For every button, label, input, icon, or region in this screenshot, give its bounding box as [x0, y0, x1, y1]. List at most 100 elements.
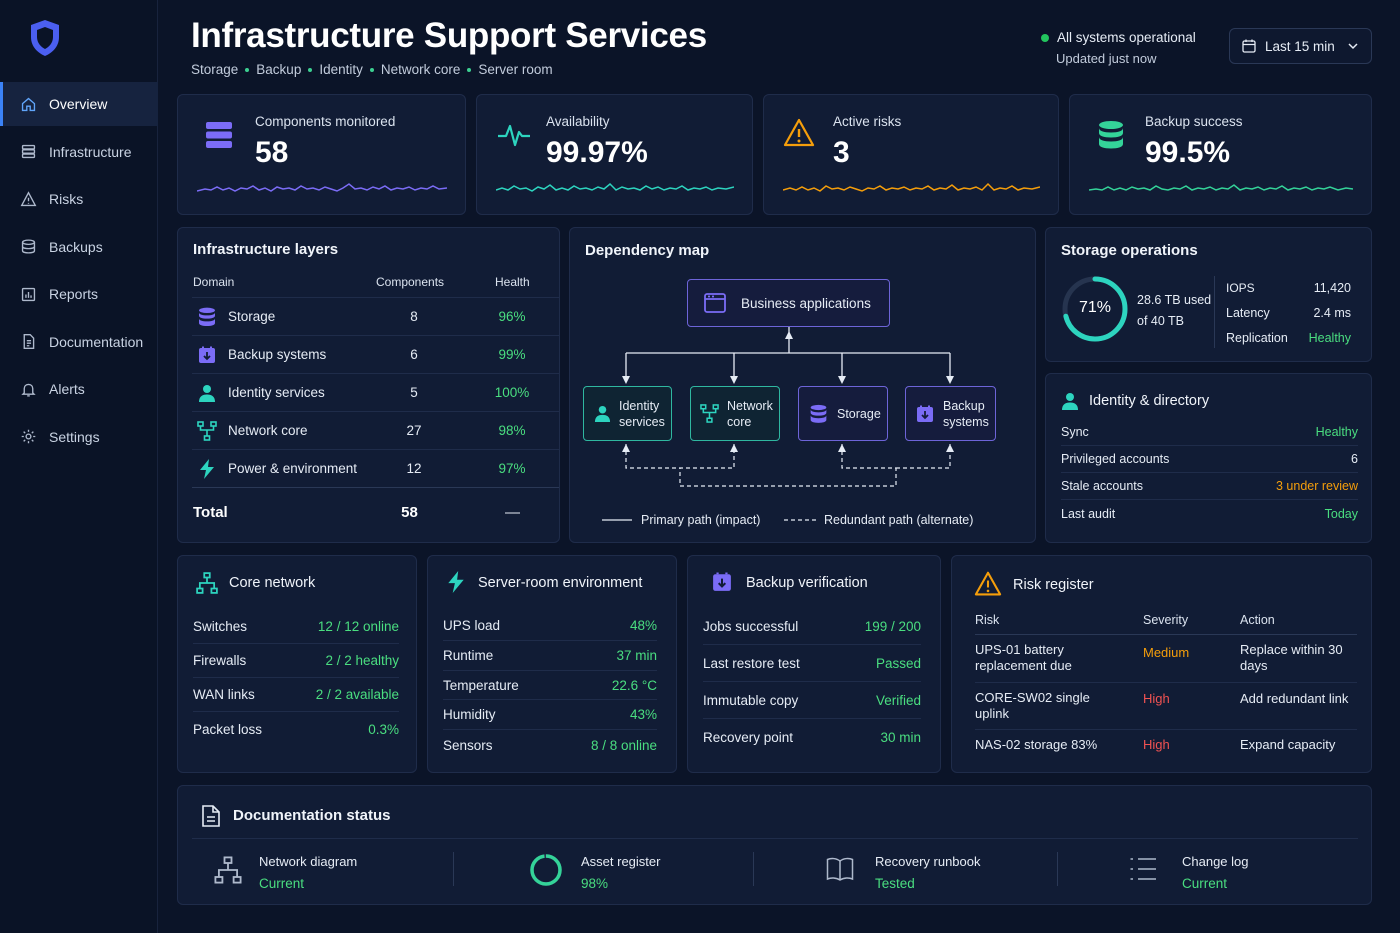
row-value: 12 / 12 online: [317, 619, 399, 634]
time-range-select[interactable]: Last 15 min: [1229, 28, 1372, 64]
table-row[interactable]: UPS-01 battery replacement due Medium Re…: [975, 642, 1357, 683]
row-value: Passed: [875, 655, 921, 671]
column-header-health: Health: [495, 275, 530, 289]
kpi-card-components: Components monitored 58: [177, 94, 466, 215]
sidebar-item-documentation[interactable]: Documentation: [0, 320, 158, 364]
dep-node-business-applications[interactable]: Business applications: [687, 279, 890, 327]
bell-icon: [21, 383, 36, 397]
risk-name: NAS-02 storage 83%: [975, 737, 1098, 752]
kpi-label: Availability: [546, 114, 610, 129]
node-label-line2: systems: [943, 414, 989, 429]
sidebar-item-infrastructure[interactable]: Infrastructure: [0, 130, 158, 174]
table-row[interactable]: Storage 8 96%: [192, 297, 559, 335]
doc-item-recovery-runbook[interactable]: Recovery runbook Tested: [826, 850, 1036, 894]
divider: [453, 852, 454, 886]
dep-node-storage[interactable]: Storage: [798, 386, 888, 441]
sidebar-item-settings[interactable]: Settings: [0, 415, 158, 459]
table-row[interactable]: NAS-02 storage 83% High Expand capacity: [975, 737, 1357, 761]
table-row[interactable]: Power & environment 12 97%: [192, 449, 559, 487]
metric-replication: Replication Healthy: [1226, 331, 1351, 345]
divider: [753, 852, 754, 886]
status-dot-icon: [1041, 33, 1049, 42]
breadcrumb-item[interactable]: Identity: [319, 62, 363, 77]
doc-item-change-log[interactable]: Change log Current: [1129, 850, 1329, 894]
system-status: All systems operational Updated just now: [1041, 30, 1196, 66]
risk-action: Expand capacity: [1240, 737, 1336, 752]
server-room-card: Server-room environment UPS load 48% Runt…: [427, 555, 677, 773]
user-icon: [199, 384, 215, 402]
identity-row-sync: Sync Healthy: [1061, 419, 1358, 446]
breadcrumb-item[interactable]: Backup: [256, 62, 302, 77]
card-title: Dependency map: [585, 242, 710, 259]
kpi-label: Backup success: [1145, 114, 1243, 129]
metric-value: Healthy: [1308, 331, 1351, 345]
report-icon: [21, 287, 36, 301]
table-row[interactable]: Network core 27 98%: [192, 411, 559, 449]
row-label: Sync: [1061, 425, 1089, 439]
row-label: Switches: [193, 619, 248, 634]
breadcrumb-item[interactable]: Network core: [380, 62, 461, 77]
network-icon: [700, 404, 719, 423]
lightning-icon: [448, 571, 464, 593]
sidebar-item-label: Reports: [49, 286, 99, 302]
dep-node-network-core[interactable]: Network core: [690, 386, 780, 441]
documentation-status-card: Documentation status: [177, 785, 1372, 905]
dep-node-identity-services[interactable]: Identity services: [583, 386, 672, 441]
row-label: Firewalls: [193, 653, 247, 668]
sparkline-chart: [783, 182, 1040, 192]
card-title: Core network: [229, 575, 316, 591]
card-title: Storage operations: [1061, 242, 1198, 259]
warning-icon: [783, 118, 815, 147]
row-components: 6: [410, 347, 418, 362]
kpi-card-backup-success: Backup success 99.5%: [1069, 94, 1372, 215]
node-label-line2: services: [619, 414, 665, 429]
metric-iops: IOPS 11,420: [1226, 281, 1351, 295]
server-icon: [21, 144, 36, 159]
breadcrumb-item[interactable]: Storage: [191, 62, 239, 77]
card-title: Infrastructure layers: [193, 241, 339, 258]
backup-row-jobs: Jobs successful 199 / 200: [703, 608, 921, 645]
row-label: Privileged accounts: [1061, 452, 1170, 466]
sidebar-item-reports[interactable]: Reports: [0, 272, 158, 316]
doc-label: Change log: [1182, 854, 1249, 869]
sidebar-item-risks[interactable]: Risks: [0, 177, 158, 221]
sidebar-item-overview[interactable]: Overview: [0, 82, 158, 126]
row-value: 8 / 8 online: [590, 737, 657, 753]
dep-node-backup-systems[interactable]: Backup systems: [905, 386, 996, 441]
row-value: 6: [1351, 452, 1358, 466]
network-diagram-icon: [214, 856, 242, 884]
table-row[interactable]: Backup systems 6 99%: [192, 335, 559, 373]
node-label-line1: Identity: [619, 398, 660, 413]
sparkline-chart: [197, 183, 447, 192]
app-window-icon: [704, 293, 726, 313]
row-label: Last audit: [1061, 506, 1116, 521]
metric-label: IOPS: [1226, 281, 1255, 295]
network-row-packet-loss: Packet loss 0.3%: [193, 712, 399, 746]
sidebar-item-backups[interactable]: Backups: [0, 225, 158, 269]
row-label: Last restore test: [703, 655, 800, 671]
table-row[interactable]: Identity services 5 100%: [192, 373, 559, 411]
breadcrumb: Storage Backup Identity Network core Ser…: [191, 62, 553, 77]
doc-value: Current: [1182, 876, 1228, 891]
sidebar-item-alerts[interactable]: Alerts: [0, 367, 158, 411]
home-icon: [21, 97, 36, 111]
row-label: Jobs successful: [703, 618, 799, 634]
card-title: Risk register: [1013, 577, 1094, 593]
kpi-card-availability: Availability 99.97%: [476, 94, 753, 215]
risk-register-card: Risk register: [951, 555, 1372, 773]
lightning-icon: [200, 458, 214, 479]
divider: [192, 487, 559, 488]
row-components: 5: [410, 385, 418, 400]
breadcrumb-item[interactable]: Server room: [478, 62, 553, 77]
row-value: 199 / 200: [864, 618, 921, 634]
row-value: 22.6 °C: [611, 677, 657, 693]
doc-item-asset-register[interactable]: Asset register 98%: [529, 850, 729, 894]
node-label-line1: Network: [727, 398, 773, 413]
row-value: 37 min: [616, 648, 657, 663]
network-icon: [196, 572, 218, 594]
server-stack-icon: [206, 122, 232, 148]
doc-item-network-diagram[interactable]: Network diagram Current: [214, 850, 434, 894]
env-row-ups-load: UPS load 48%: [443, 611, 657, 641]
page-title: Infrastructure Support Services: [191, 16, 707, 55]
table-row[interactable]: CORE-SW02 single uplink High Add redunda…: [975, 690, 1357, 730]
